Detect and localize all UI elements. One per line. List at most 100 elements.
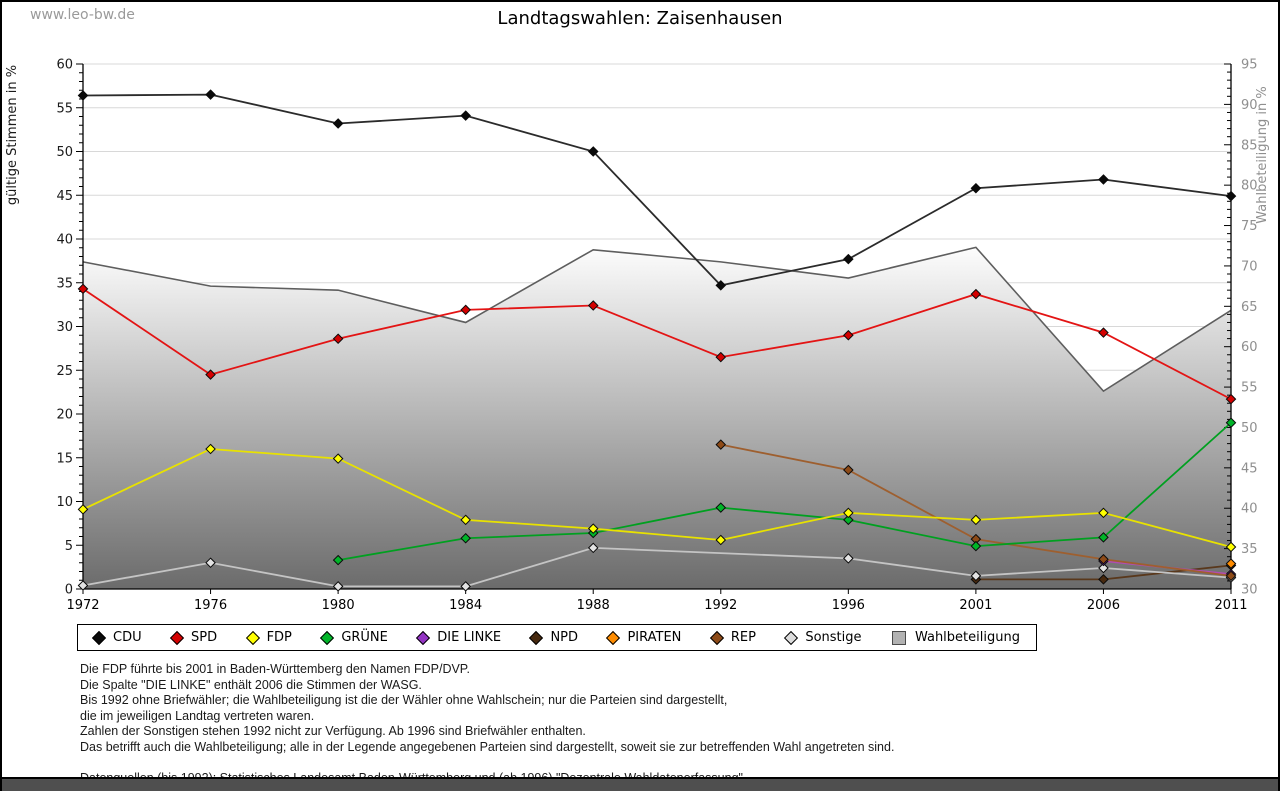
data-point-marker <box>205 369 216 380</box>
data-point-marker <box>332 581 344 592</box>
svg-text:1988: 1988 <box>577 598 610 613</box>
footnotes: Die FDP führte bis 2001 in Baden-Württem… <box>80 662 894 786</box>
legend-label: CDU <box>113 630 142 645</box>
legend-label: DIE LINKE <box>437 630 502 645</box>
legend-item-wahlbeteiligung: Wahlbeteiligung <box>891 630 1020 645</box>
data-point-marker <box>715 534 727 546</box>
data-point-marker <box>332 333 344 345</box>
series-piraten <box>1225 558 1237 569</box>
svg-text:50: 50 <box>1241 421 1258 436</box>
legend-diamond-icon <box>416 630 431 645</box>
svg-text:80: 80 <box>1241 179 1258 194</box>
legend-diamond-icon <box>320 630 335 645</box>
svg-text:65: 65 <box>1241 300 1258 315</box>
data-point-marker <box>77 504 89 515</box>
svg-text:60: 60 <box>56 58 73 73</box>
svg-text:2001: 2001 <box>959 598 992 613</box>
svg-text:2011: 2011 <box>1214 598 1247 613</box>
svg-text:40: 40 <box>56 233 73 248</box>
data-point-marker <box>1098 507 1109 519</box>
data-point-marker <box>587 523 599 534</box>
svg-text:70: 70 <box>1241 259 1258 274</box>
svg-text:1984: 1984 <box>449 598 482 613</box>
svg-text:55: 55 <box>1241 381 1258 396</box>
data-point-marker <box>205 89 216 100</box>
svg-text:95: 95 <box>1241 58 1258 73</box>
data-point-marker <box>460 581 471 592</box>
data-point-marker <box>1225 417 1237 429</box>
data-point-marker <box>460 304 471 316</box>
svg-text:35: 35 <box>56 276 73 291</box>
svg-text:35: 35 <box>1241 542 1258 557</box>
data-point-marker <box>460 514 471 526</box>
svg-text:1980: 1980 <box>322 598 355 613</box>
legend-diamond-icon <box>245 630 260 645</box>
svg-text:30: 30 <box>1241 583 1258 598</box>
footnote-line: Die Spalte "DIE LINKE" enthält 2006 die … <box>80 677 422 692</box>
svg-text:40: 40 <box>1241 502 1258 517</box>
page-title: Landtagswahlen: Zaisenhausen <box>497 8 783 29</box>
data-point-marker <box>843 329 854 341</box>
data-point-marker <box>843 253 854 265</box>
svg-text:1972: 1972 <box>66 598 99 613</box>
legend-label: FDP <box>266 630 292 645</box>
svg-text:30: 30 <box>56 320 73 335</box>
turnout-area <box>83 247 1231 589</box>
data-point-marker <box>970 514 982 526</box>
svg-text:90: 90 <box>1241 98 1258 113</box>
watermark: www.leo-bw.de <box>30 7 135 23</box>
data-point-marker <box>970 540 982 552</box>
data-point-marker <box>970 288 982 300</box>
data-point-marker <box>715 439 727 450</box>
series-grüne <box>332 417 1237 566</box>
svg-text:75: 75 <box>1241 219 1258 234</box>
legend-item-npd: NPD <box>529 630 579 645</box>
data-point-marker <box>77 283 89 295</box>
data-point-marker <box>587 542 599 554</box>
data-point-marker <box>843 507 854 519</box>
legend-diamond-icon <box>784 630 799 645</box>
data-point-marker <box>1225 570 1237 582</box>
legend-label: GRÜNE <box>341 630 388 645</box>
footnote-line: die im jeweiligen Landtag vertreten ware… <box>80 708 315 723</box>
data-point-marker <box>843 514 854 526</box>
series-spd <box>77 283 1237 405</box>
data-point-marker <box>970 182 982 194</box>
data-point-marker <box>460 110 471 121</box>
data-point-marker <box>1098 574 1109 585</box>
data-point-marker <box>77 90 89 101</box>
data-point-marker <box>332 554 344 566</box>
y-left-axis-title: gültige Stimmen in % <box>5 65 20 205</box>
data-point-marker <box>1225 190 1237 202</box>
legend-item-die-linke: DIE LINKE <box>416 630 502 645</box>
series-fdp <box>77 443 1237 553</box>
legend-label: NPD <box>550 630 579 645</box>
legend-item-cdu: CDU <box>91 630 142 645</box>
data-point-marker <box>77 580 89 591</box>
svg-text:55: 55 <box>56 101 73 116</box>
data-point-marker <box>715 351 727 363</box>
legend-item-sonstige: Sonstige <box>784 630 862 645</box>
data-point-marker <box>1225 558 1237 569</box>
legend-item-fdp: FDP <box>245 630 292 645</box>
y-right-axis-title: Wahlbeteiligung in % <box>1255 86 1270 223</box>
data-point-marker <box>332 118 344 129</box>
legend-diamond-icon <box>606 630 621 645</box>
footnote-line: Die FDP führte bis 2001 in Baden-Württem… <box>80 662 471 676</box>
data-point-marker <box>587 146 599 157</box>
legend-item-rep: REP <box>709 630 756 645</box>
data-point-marker <box>843 553 854 564</box>
data-point-marker <box>1098 327 1109 338</box>
legend-label: REP <box>730 630 756 645</box>
legend-diamond-icon <box>91 630 107 645</box>
legend-label: SPD <box>191 630 218 645</box>
data-point-marker <box>205 443 216 455</box>
svg-text:5: 5 <box>65 539 73 554</box>
data-point-marker <box>1225 393 1237 405</box>
svg-text:1992: 1992 <box>704 598 737 613</box>
series-cdu <box>77 89 1237 291</box>
data-point-marker <box>332 453 344 464</box>
svg-text:25: 25 <box>56 364 73 379</box>
data-point-marker <box>1098 562 1109 574</box>
